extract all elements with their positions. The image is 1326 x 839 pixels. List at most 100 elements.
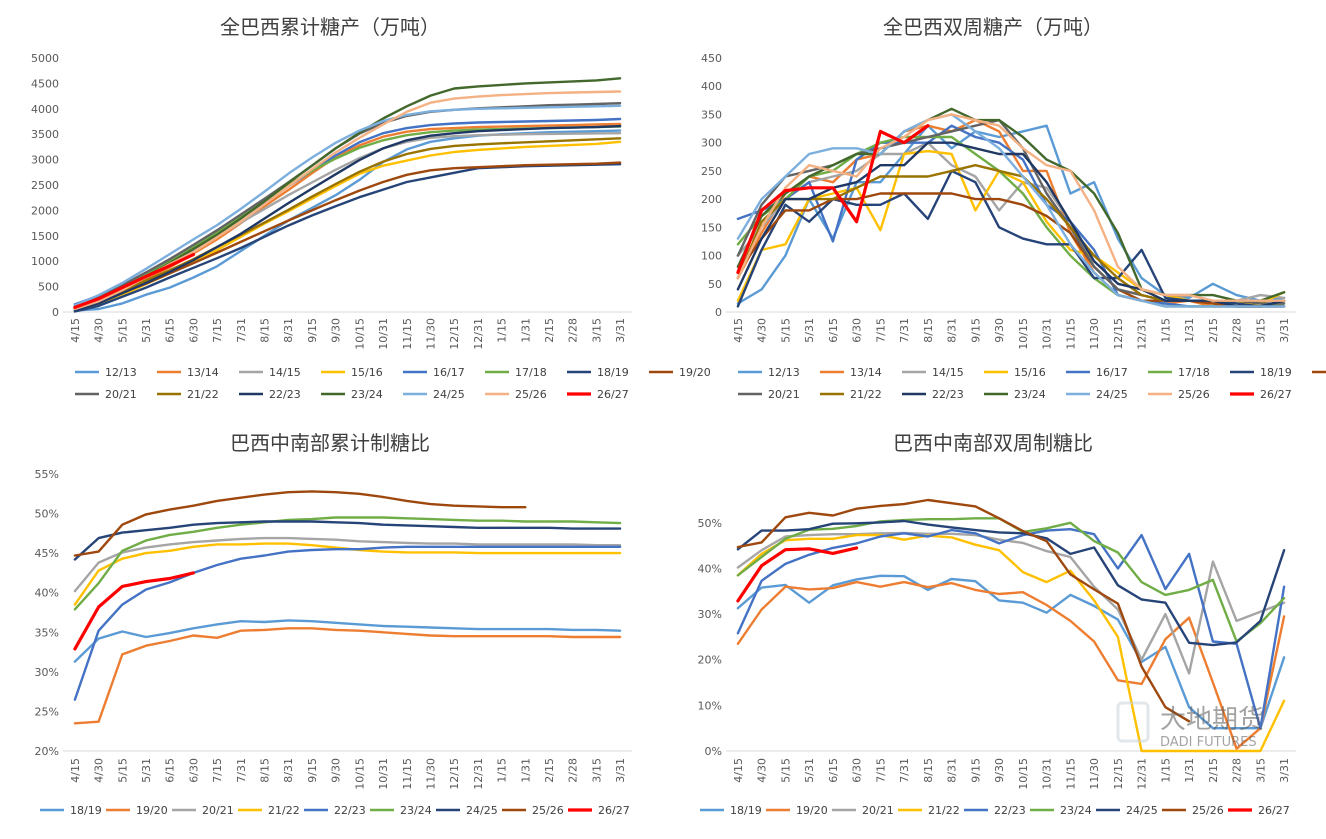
legend-label: 21/22 bbox=[268, 804, 300, 817]
legend-item: 16/17 bbox=[403, 366, 465, 379]
legend-item: 25/26 bbox=[1162, 804, 1224, 817]
x-tick-label: 4/30 bbox=[93, 758, 106, 783]
legend-item: 19/20 bbox=[106, 804, 168, 817]
legend-item: 24/25 bbox=[436, 804, 498, 817]
x-tick-label: 9/15 bbox=[969, 318, 982, 343]
legend-item: 22/23 bbox=[239, 388, 301, 401]
series-line-23-24 bbox=[736, 517, 1286, 643]
x-tick-label: 8/15 bbox=[922, 758, 935, 783]
y-tick-label: 2000 bbox=[31, 204, 59, 217]
series-line-24-25 bbox=[736, 113, 1286, 308]
legend-item: 18/19 bbox=[1230, 366, 1292, 379]
y-tick-label: 3500 bbox=[31, 128, 59, 141]
series-line-24-25 bbox=[73, 104, 622, 307]
x-tick-label: 3/15 bbox=[590, 758, 603, 783]
x-tick-label: 2/28 bbox=[567, 758, 580, 783]
legend-item: 20/21 bbox=[172, 804, 234, 817]
x-tick-label: 5/15 bbox=[116, 318, 129, 343]
y-tick-label: 55% bbox=[35, 468, 59, 481]
legend-item: 25/26 bbox=[502, 804, 564, 817]
x-tick-label: 7/15 bbox=[874, 758, 887, 783]
y-tick-label: 10% bbox=[698, 699, 722, 712]
x-tick-label: 10/31 bbox=[377, 318, 390, 350]
x-tick-label: 1/15 bbox=[496, 318, 509, 343]
legend-item: 12/13 bbox=[75, 366, 137, 379]
x-tick-label: 6/30 bbox=[851, 758, 864, 783]
x-tick-label: 2/28 bbox=[567, 318, 580, 343]
legend-item: 19/20 bbox=[1312, 370, 1326, 374]
legend-item: 26/27 bbox=[1230, 388, 1292, 401]
x-tick-label: 4/30 bbox=[756, 318, 769, 343]
legend-label: 22/23 bbox=[269, 388, 301, 401]
y-tick-label: 30% bbox=[35, 666, 59, 679]
legend-item: 20/21 bbox=[738, 388, 800, 401]
legend-label: 22/23 bbox=[994, 804, 1026, 817]
legend-item: 18/19 bbox=[567, 366, 629, 379]
x-tick-label: 4/15 bbox=[732, 758, 745, 783]
series-line-20-21 bbox=[73, 536, 622, 593]
legend-label: 19/20 bbox=[136, 804, 168, 817]
chart-panel-4: 巴西中南部双周制糖比 0% 10% 20% 30% 40% 50% 4/15 4/30 5/15 5… bbox=[698, 431, 1296, 817]
legend-label: 13/14 bbox=[187, 366, 219, 379]
legend-item: 26/27 bbox=[568, 804, 630, 817]
legend-label: 17/18 bbox=[515, 366, 547, 379]
y-tick-label: 0% bbox=[705, 745, 722, 758]
x-tick-label: 5/31 bbox=[140, 758, 153, 783]
watermark: 大地期货 DADI FUTURES bbox=[1116, 701, 1264, 750]
legend-label: 15/16 bbox=[1014, 366, 1046, 379]
x-tick-label: 5/15 bbox=[779, 318, 792, 343]
series-line-13-14 bbox=[736, 118, 1286, 308]
x-tick-label: 8/31 bbox=[282, 318, 295, 343]
legend-item: 14/15 bbox=[902, 366, 964, 379]
legend-label: 20/21 bbox=[768, 388, 800, 401]
x-tick-label: 2/15 bbox=[1207, 318, 1220, 343]
x-tick-label: 12/31 bbox=[1136, 758, 1149, 790]
x-tick-label: 1/31 bbox=[1183, 318, 1196, 343]
x-tick-label: 10/31 bbox=[377, 758, 390, 790]
x-tick-label: 9/30 bbox=[993, 318, 1006, 343]
x-tick-label: 9/15 bbox=[306, 758, 319, 783]
legend-label: 20/21 bbox=[862, 804, 894, 817]
legend-item: 24/25 bbox=[403, 388, 465, 401]
x-tick-label: 9/30 bbox=[330, 758, 343, 783]
x-tick-label: 6/15 bbox=[827, 318, 840, 343]
series-line-26-27 bbox=[736, 546, 859, 603]
legend-item: 18/19 bbox=[700, 804, 762, 817]
legend-item: 26/27 bbox=[567, 388, 629, 401]
y-tick-label: 35% bbox=[35, 626, 59, 639]
legend-item: 22/23 bbox=[902, 388, 964, 401]
x-tick-label: 12/15 bbox=[448, 318, 461, 350]
legend-label: 23/24 bbox=[1014, 388, 1046, 401]
legend-item: 21/22 bbox=[157, 388, 219, 401]
legend-label: 18/19 bbox=[730, 804, 762, 817]
series-line-22-23 bbox=[73, 124, 622, 312]
x-tick-label: 6/15 bbox=[827, 758, 840, 783]
legend-item: 14/15 bbox=[239, 366, 301, 379]
legend-item: 17/18 bbox=[1148, 366, 1210, 379]
watermark-text-cn: 大地期货 bbox=[1160, 705, 1264, 735]
y-tick-label: 200 bbox=[701, 193, 722, 206]
series-line-19-20 bbox=[73, 627, 622, 725]
legend-label: 19/20 bbox=[796, 804, 828, 817]
legend-label: 26/27 bbox=[1258, 804, 1290, 817]
x-tick-label: 10/15 bbox=[1017, 318, 1030, 350]
x-tick-label: 11/15 bbox=[401, 318, 414, 350]
y-tick-label: 1000 bbox=[31, 255, 59, 268]
x-tick-label: 8/31 bbox=[946, 318, 959, 343]
legend-label: 18/19 bbox=[597, 366, 629, 379]
y-tick-label: 2500 bbox=[31, 179, 59, 192]
x-tick-label: 7/31 bbox=[235, 758, 248, 783]
x-tick-label: 11/30 bbox=[1088, 758, 1101, 790]
y-tick-label: 50% bbox=[35, 508, 59, 521]
legend-label: 26/27 bbox=[597, 388, 629, 401]
legend-label: 20/21 bbox=[105, 388, 137, 401]
legend-label: 15/16 bbox=[351, 366, 383, 379]
y-tick-label: 400 bbox=[701, 80, 722, 93]
y-tick-label: 50% bbox=[698, 517, 722, 530]
x-tick-label: 2/15 bbox=[1207, 758, 1220, 783]
chart-title: 巴西中南部双周制糖比 bbox=[893, 431, 1093, 455]
series-line-21-22 bbox=[73, 542, 622, 606]
series-line-25-26 bbox=[736, 113, 1286, 302]
legend-label: 22/23 bbox=[334, 804, 366, 817]
x-tick-label: 10/15 bbox=[353, 758, 366, 790]
